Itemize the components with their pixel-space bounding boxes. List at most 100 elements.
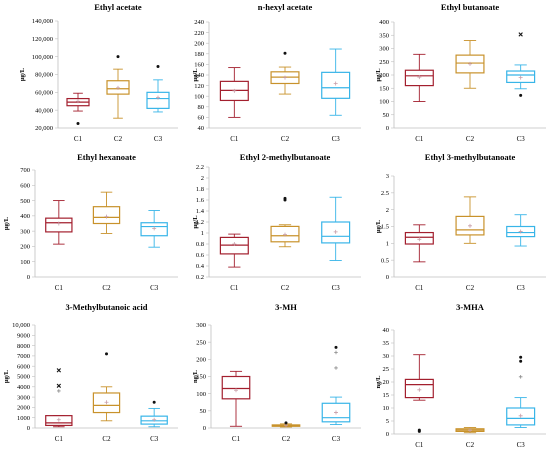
y-tick-label: 2.2 [196, 164, 204, 171]
y-axis-label: µg/L [19, 67, 26, 81]
y-tick-label: 35 [383, 340, 390, 347]
y-tick-label: 7000 [17, 353, 30, 360]
y-tick-label: 0.2 [196, 274, 204, 281]
outlier-point [76, 122, 80, 126]
box-c1 [219, 67, 249, 118]
x-category-label: C1 [415, 441, 424, 449]
y-tick-label: 250 [379, 59, 389, 66]
x-category-label: C3 [154, 135, 163, 143]
mean-marker [468, 61, 472, 66]
y-tick-label: 0 [203, 425, 206, 432]
y-tick-label: 80,000 [35, 72, 53, 79]
chart-panel-3-mha: 3-MHA 0 5 10 15 20 25 30 35 40 ng/L C1 C2 C3 [375, 302, 546, 449]
y-tick-label: 350 [379, 32, 389, 39]
mean-marker [232, 88, 237, 93]
y-tick-label: 120 [194, 83, 204, 90]
y-tick-label: 8000 [17, 343, 30, 350]
y-axis-label: ng/L [192, 369, 199, 383]
chart-panel-ethyl-butanoate: Ethyl butanoate 0 50 100 150 200 250 300 350 400 µ… [375, 2, 546, 143]
outlier-point [152, 400, 156, 404]
mean-marker [116, 85, 120, 90]
y-tick-label: 180 [194, 51, 204, 58]
x-category-label: C1 [232, 435, 241, 443]
mean-marker [518, 75, 523, 80]
x-category-label: C3 [517, 284, 526, 292]
mean-marker [333, 229, 338, 234]
outlier-point [56, 383, 62, 388]
y-tick-label: 2 [201, 175, 204, 182]
box-c2 [455, 427, 485, 434]
mean-marker [468, 428, 472, 433]
outlier-point [519, 359, 523, 363]
outlier-point [283, 196, 287, 200]
y-tick-label: 120,000 [32, 36, 53, 43]
y-tick-label: 600 [20, 182, 30, 189]
x-category-label: C3 [332, 435, 341, 443]
box-c3 [321, 48, 351, 116]
box-c2 [92, 191, 121, 234]
outlier-point [518, 375, 523, 379]
x-category-label: C3 [332, 135, 341, 143]
box-c2 [455, 40, 485, 89]
y-axis-label: µg/L [192, 68, 199, 82]
mean-marker [417, 75, 422, 80]
outlier-point [284, 421, 288, 425]
y-tick-label: 400 [20, 213, 30, 220]
chart-panel-ethyl-hexanoate: Ethyl hexanoate 0 100 200 300 400 500 600 700 µg/… [3, 152, 178, 292]
box-c3 [146, 64, 170, 113]
outlier-point [56, 368, 62, 373]
iqr-box [146, 91, 170, 109]
y-tick-label: 20,000 [35, 125, 53, 132]
outlier-point [116, 55, 120, 59]
y-tick-label: 25 [383, 366, 390, 373]
mean-marker [334, 410, 338, 415]
y-axis-label: µg/L [375, 68, 382, 82]
y-tick-label: 20 [383, 379, 390, 386]
y-tick-label: 0 [27, 425, 30, 432]
box-c2 [455, 196, 485, 244]
x-category-label: C1 [415, 284, 424, 292]
x-category-label: C2 [281, 135, 290, 143]
box-c2 [270, 51, 300, 95]
box-c3 [140, 400, 168, 428]
mean-marker [234, 388, 238, 393]
chart-title: 3-MH [275, 302, 297, 312]
chart-title: Ethyl acetate [94, 2, 142, 12]
y-tick-label: 10 [383, 405, 390, 412]
y-tick-label: 40 [198, 125, 205, 132]
y-tick-label: 1 [201, 230, 204, 237]
x-category-label: C2 [466, 135, 475, 143]
x-category-label: C3 [332, 284, 341, 292]
mean-marker [283, 75, 287, 80]
y-tick-label: 100 [379, 99, 389, 106]
chart-panel-3-mh: 3-MH 0 50 100 150 200 250 300 ng/L C1 C2 C3 [192, 302, 361, 443]
box-c1 [66, 92, 90, 126]
y-tick-label: 140,000 [32, 18, 53, 25]
y-tick-label: 1.2 [196, 219, 204, 226]
y-axis-label: µg/L [3, 216, 10, 230]
outlier-point [518, 32, 523, 37]
box-c3 [321, 345, 351, 426]
y-tick-label: 0.8 [196, 241, 204, 248]
mean-marker [56, 221, 61, 226]
outlier-point [283, 51, 287, 55]
chart-title: n-hexyl acetate [258, 2, 313, 12]
mean-marker [283, 232, 287, 237]
x-category-label: C1 [230, 135, 239, 143]
chart-title: Ethyl butanoate [441, 2, 500, 12]
y-tick-label: 1.6 [196, 197, 205, 204]
y-tick-label: 300 [20, 228, 30, 235]
x-category-label: C2 [466, 441, 475, 449]
y-tick-label: 150 [379, 85, 389, 92]
mean-marker [76, 99, 80, 104]
outlier-point [519, 93, 523, 97]
outlier-point [334, 350, 338, 355]
x-category-label: C1 [55, 435, 64, 443]
outlier-point [417, 429, 421, 433]
x-category-label: C2 [282, 435, 291, 443]
y-tick-label: 2000 [17, 405, 30, 412]
chart-title: Ethyl hexanoate [77, 152, 136, 162]
mean-marker [518, 413, 523, 418]
y-tick-label: 30 [383, 353, 390, 360]
